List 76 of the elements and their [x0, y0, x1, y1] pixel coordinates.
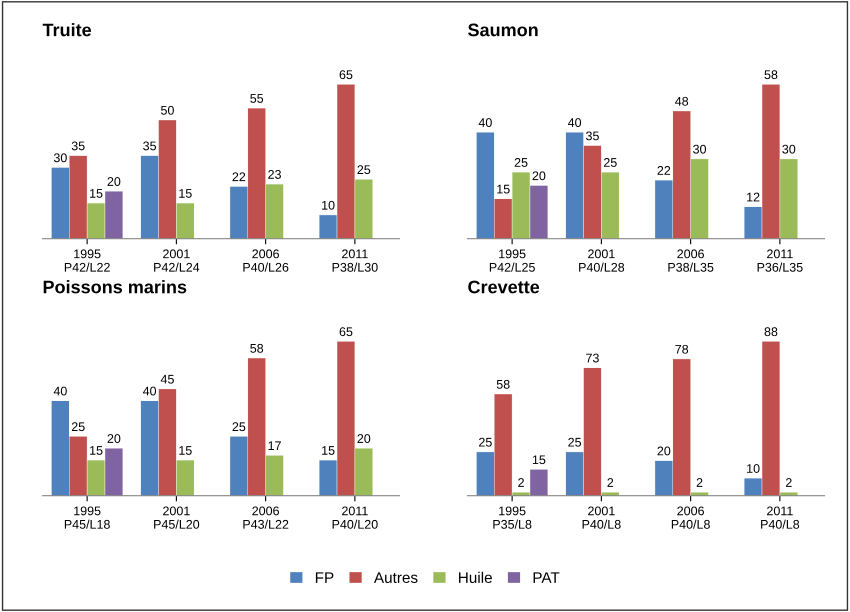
legend-label: PAT — [534, 572, 560, 583]
data-label: 48 — [675, 96, 688, 106]
data-label: 30 — [54, 153, 67, 162]
data-label: 88 — [764, 327, 778, 336]
data-label: 15 — [90, 189, 102, 198]
x-tick-label: 1995 P45/L18 — [64, 506, 110, 529]
data-label: 23 — [268, 170, 281, 179]
data-label: 15 — [179, 189, 192, 198]
chart-title: Crevette — [468, 280, 540, 294]
data-label: 78 — [675, 344, 688, 354]
x-tick-label: 2001 P45/L20 — [154, 506, 200, 529]
x-tick-label: 2006 P40/L8 — [672, 506, 710, 529]
legend-label: Huile — [459, 572, 492, 583]
data-label: 30 — [782, 144, 796, 154]
data-label: 15 — [497, 184, 510, 194]
chart-title: Truite — [42, 23, 92, 36]
data-label: 10 — [747, 464, 760, 473]
data-label: 35 — [143, 141, 156, 150]
x-tick-label: 2006 P38/L35 — [668, 249, 714, 272]
data-label: 40 — [142, 386, 156, 396]
legend-label: FP — [316, 572, 334, 583]
data-label: 25 — [604, 158, 617, 167]
x-tick-label: 2011 P40/L8 — [761, 506, 800, 529]
data-label: 58 — [496, 380, 510, 389]
data-label: 40 — [478, 118, 492, 127]
chart-title: Poissons marins — [44, 280, 186, 294]
data-label: 15 — [532, 455, 546, 464]
data-label: 2 — [607, 478, 614, 487]
data-label: 35 — [586, 131, 599, 140]
x-tick-label: 2001 P42/L24 — [154, 249, 200, 272]
data-label: 58 — [764, 70, 778, 80]
x-tick-label: 1995 P42/L22 — [64, 249, 110, 272]
x-tick-label: 1995 P35/L8 — [493, 506, 532, 529]
x-tick-label: 2001 P40/L28 — [579, 249, 624, 272]
data-label: 2 — [696, 478, 702, 487]
data-label: 17 — [268, 441, 281, 450]
data-label: 58 — [250, 344, 264, 353]
data-label: 45 — [160, 374, 174, 384]
data-label: 20 — [108, 434, 120, 443]
x-tick-label: 2006 P43/L22 — [243, 506, 288, 529]
data-label: 25 — [232, 422, 246, 432]
data-label: 10 — [322, 200, 335, 210]
data-label: 20 — [357, 434, 370, 443]
data-label: 2 — [786, 478, 792, 487]
data-label: 73 — [586, 354, 599, 362]
data-label: 25 — [72, 422, 85, 432]
legend-label: Autres — [374, 572, 418, 583]
data-label: 65 — [340, 70, 352, 80]
data-label: 15 — [90, 446, 102, 455]
data-label: 65 — [340, 327, 352, 336]
x-tick-label: 2006 P40/L26 — [243, 249, 288, 272]
data-label: 20 — [108, 177, 120, 186]
data-label: 25 — [479, 438, 492, 447]
data-label: 12 — [747, 192, 760, 202]
data-label: 25 — [514, 158, 528, 167]
x-tick-label: 2011 P40/L20 — [332, 506, 378, 529]
data-label: 20 — [532, 171, 546, 180]
data-label: 50 — [161, 106, 174, 115]
x-tick-label: 2011 P38/L30 — [332, 249, 378, 272]
data-label: 15 — [179, 446, 192, 455]
data-label: 25 — [357, 165, 370, 174]
data-label: 25 — [568, 438, 582, 447]
data-label: 40 — [54, 386, 67, 396]
data-label: 22 — [232, 172, 246, 182]
data-label: 35 — [72, 141, 85, 150]
data-label: 40 — [568, 118, 582, 127]
data-label: 55 — [250, 94, 264, 103]
data-label: 30 — [693, 144, 706, 154]
x-tick-label: 1995 P42/L25 — [490, 249, 535, 272]
data-label: 20 — [658, 446, 670, 456]
data-label: 15 — [322, 446, 335, 455]
x-tick-label: 2011 P36/L35 — [758, 249, 803, 272]
x-tick-label: 2001 P40/L8 — [582, 506, 621, 529]
data-label: 22 — [658, 166, 670, 175]
data-label: 2 — [518, 478, 524, 487]
chart-title: Saumon — [468, 24, 538, 36]
